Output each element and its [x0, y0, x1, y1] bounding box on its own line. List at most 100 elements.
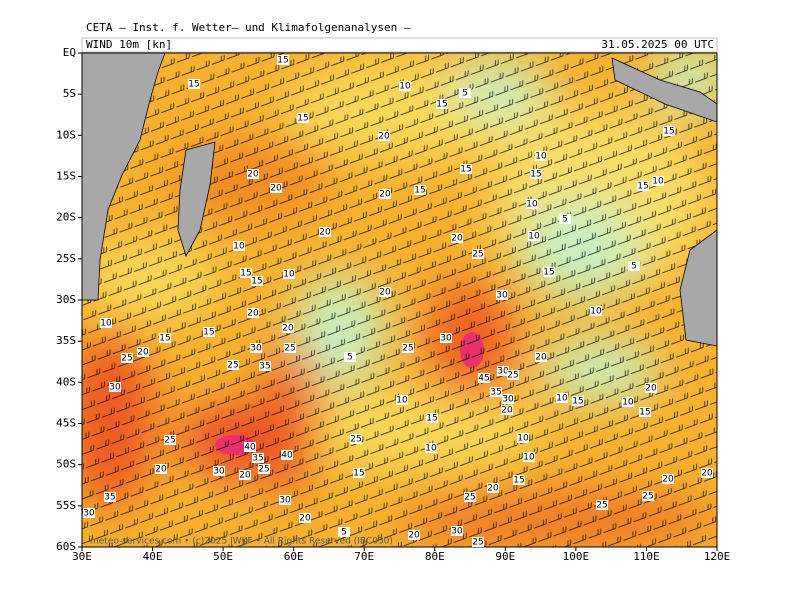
wind-label-box: [472, 249, 484, 259]
wind-label-box: [487, 483, 499, 493]
wind-label: 20: [535, 353, 547, 363]
lat-tick-label: 15S: [56, 170, 76, 183]
wind-label: 15: [297, 114, 308, 124]
wind-label-box: [496, 290, 508, 300]
wind-label: 25: [402, 344, 413, 354]
wind-label: 30: [496, 291, 508, 301]
lat-tick-label: EQ: [63, 46, 76, 59]
wind-label-box: [637, 181, 649, 191]
wind-label-box: [247, 169, 259, 179]
wind-label-box: [701, 468, 713, 478]
lon-tick-label: 50E: [213, 550, 233, 563]
wind-label: 10: [622, 398, 634, 408]
wind-label-box: [559, 214, 571, 224]
wind-label: 10: [556, 394, 568, 404]
wind-label: 35: [252, 454, 263, 464]
wind-label-box: [252, 453, 264, 463]
wind-label-box: [109, 382, 121, 392]
wind-label-box: [283, 269, 295, 279]
wind-label: 15: [639, 408, 650, 418]
wind-label-box: [279, 495, 291, 505]
wind-label: 25: [642, 492, 653, 502]
lon-tick-label: 40E: [143, 550, 163, 563]
wind-label-box: [379, 189, 391, 199]
wind-label: 20: [487, 484, 499, 494]
wind-label: 15: [277, 56, 288, 66]
wind-label-box: [497, 366, 509, 376]
wind-label-box: [297, 113, 309, 123]
lat-tick-label: 10S: [56, 128, 76, 141]
lat-tick-label: 60S: [56, 540, 76, 553]
wind-label-box: [596, 500, 608, 510]
wind-label-box: [379, 287, 391, 297]
wind-label: 20: [247, 309, 259, 319]
wind-label: 15: [240, 269, 251, 279]
wind-label: 35: [490, 388, 501, 398]
wind-label-box: [121, 353, 133, 363]
wind-label: 10: [517, 434, 529, 444]
wind-label: 5: [631, 262, 637, 272]
wind-label-box: [662, 474, 674, 484]
wind-label-box: [513, 475, 525, 485]
wind-label-box: [490, 387, 502, 397]
wind-label: 40: [244, 443, 256, 453]
wind-label-box: [299, 513, 311, 523]
wind-label-box: [155, 464, 167, 474]
wind-label-box: [402, 343, 414, 353]
wind-label-box: [502, 394, 514, 404]
wind-label-box: [100, 318, 112, 328]
wind-label: 25: [284, 344, 295, 354]
wind-label-box: [227, 360, 239, 370]
wind-label: 20: [319, 228, 331, 238]
wind-label: 25: [464, 493, 475, 503]
wind-label: 20: [408, 531, 420, 541]
lon-tick-label: 80E: [425, 550, 445, 563]
wind-label-box: [460, 164, 472, 174]
wind-label: 20: [645, 384, 657, 394]
wind-label: 25: [258, 465, 269, 475]
wind-label-box: [240, 268, 252, 278]
wind-label-box: [645, 383, 657, 393]
wind-label: 20: [378, 132, 390, 142]
wind-label: 10: [100, 319, 112, 329]
wind-label: 15: [637, 182, 648, 192]
wind-label-box: [399, 81, 411, 91]
wind-label: 30: [250, 344, 262, 354]
lat-tick-label: 20S: [56, 211, 76, 224]
wind-label: 30: [451, 527, 463, 537]
wind-label: 15: [543, 268, 554, 278]
wind-label-box: [425, 443, 437, 453]
wind-label: 25: [472, 250, 483, 260]
wind-label-box: [507, 370, 519, 380]
wind-label-box: [663, 126, 675, 136]
wind-label: 30: [497, 367, 509, 377]
wind-label: 20: [239, 471, 251, 481]
wind-label: 5: [341, 528, 347, 538]
wind-label: 20: [270, 184, 282, 194]
wind-label: 20: [247, 170, 259, 180]
wind-label: 30: [502, 395, 514, 405]
wind-label-box: [451, 233, 463, 243]
field-label: WIND 10m [kn]: [86, 38, 172, 51]
wind-label: 20: [137, 348, 149, 358]
header-title: CETA — Inst. f. Wetter— und Klimafolgena…: [86, 21, 411, 34]
footer: meteo-services.com • (c)2025 IWKF • All …: [90, 537, 393, 547]
wind-label-box: [319, 227, 331, 237]
wind-label: 5: [347, 353, 353, 363]
lat-tick-label: 55S: [56, 499, 76, 512]
wind-label-box: [338, 527, 350, 537]
lat-tick-label: 30S: [56, 293, 76, 306]
lon-tick-label: 100E: [563, 550, 590, 563]
wind-label-box: [556, 393, 568, 403]
wind-label-box: [451, 526, 463, 536]
lat-tick-label: 40S: [56, 375, 76, 388]
lon-tick-label: 30E: [72, 550, 92, 563]
wind-label: 25: [164, 436, 175, 446]
wind-label-box: [572, 396, 584, 406]
wind-label: 15: [530, 170, 541, 180]
wind-label-box: [526, 199, 538, 209]
wind-label-box: [501, 405, 513, 415]
wind-label: 40: [281, 451, 293, 461]
wind-label: 30: [83, 509, 95, 519]
lon-tick-label: 60E: [284, 550, 304, 563]
